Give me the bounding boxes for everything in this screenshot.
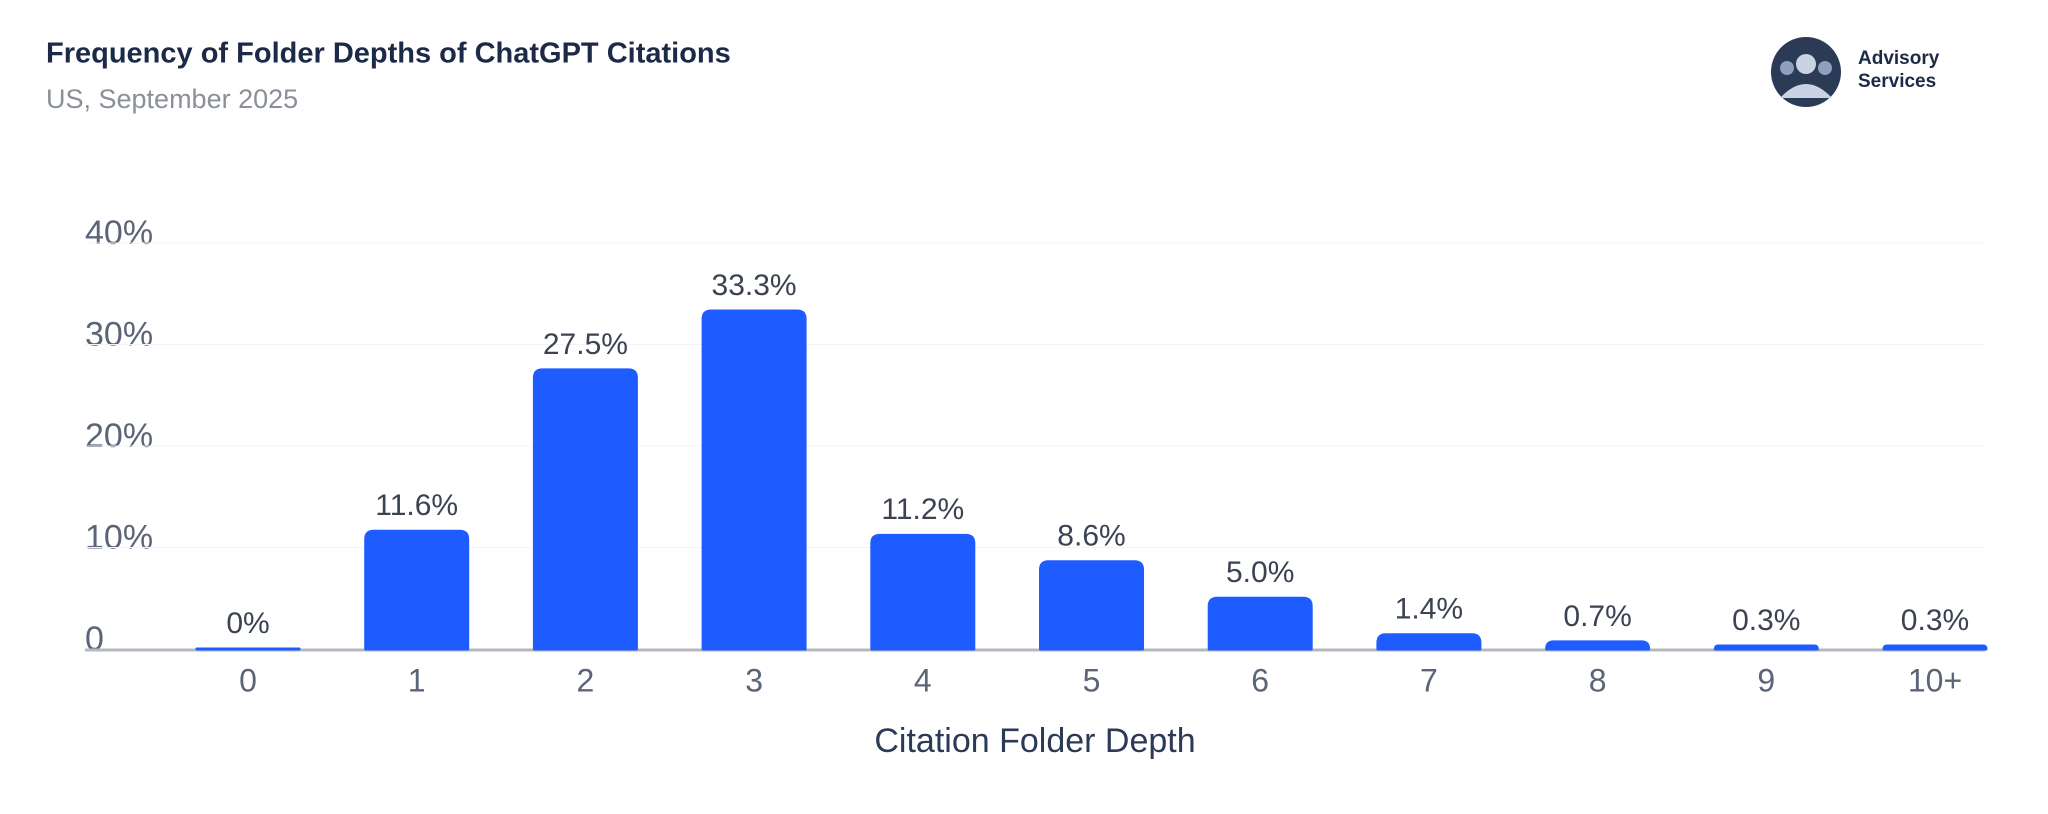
- logo-icon-head: [1780, 61, 1794, 75]
- data-label: 11.2%: [881, 493, 964, 526]
- bar: [870, 533, 976, 651]
- bar: [1207, 596, 1313, 651]
- bar: [1882, 644, 1988, 651]
- x-tick-label: 7: [1420, 662, 1438, 698]
- x-tick-label: 0: [239, 662, 257, 698]
- logo-text: Advisory: [1858, 48, 1940, 69]
- logo-icon-body: [1780, 84, 1832, 98]
- data-label: 0.3%: [1732, 604, 1800, 637]
- data-label: 5.0%: [1226, 556, 1294, 589]
- logo: Advisory Services: [1771, 37, 1940, 107]
- data-label: 0%: [226, 607, 269, 640]
- x-tick-label: 6: [1251, 662, 1269, 698]
- y-tick-label: 20%: [85, 417, 153, 455]
- y-tick-label: 30%: [85, 315, 153, 353]
- x-axis-title: Citation Folder Depth: [874, 722, 1195, 760]
- x-tick-label: 9: [1757, 662, 1775, 698]
- data-label: 33.3%: [712, 269, 797, 302]
- data-label: 0.3%: [1901, 604, 1969, 637]
- bar: [1545, 640, 1651, 651]
- x-tick-label: 8: [1589, 662, 1607, 698]
- y-tick-label: 40%: [85, 214, 153, 252]
- logo-icon-head: [1796, 54, 1816, 74]
- data-label: 8.6%: [1057, 520, 1125, 553]
- bar: [1376, 633, 1482, 651]
- data-label: 11.6%: [375, 489, 458, 522]
- bar: [364, 529, 470, 651]
- bar: [1039, 560, 1144, 651]
- logo-icon-head: [1818, 61, 1832, 75]
- logo-text: Services: [1858, 71, 1936, 92]
- x-tick-label: 4: [914, 662, 932, 698]
- bar: [1713, 644, 1819, 651]
- data-label: 0.7%: [1563, 600, 1631, 633]
- x-tick-label: 3: [745, 662, 763, 698]
- x-tick-label: 10+: [1908, 662, 1962, 698]
- y-tick-label: 0: [85, 620, 104, 658]
- x-tick-label: 1: [408, 662, 426, 698]
- bar: [532, 368, 638, 651]
- x-tick-label: 2: [577, 662, 595, 698]
- x-tick-label: 5: [1083, 662, 1101, 698]
- data-label: 27.5%: [543, 328, 628, 361]
- y-tick-label: 10%: [85, 518, 153, 556]
- chart-subtitle: US, September 2025: [46, 84, 298, 114]
- data-label: 1.4%: [1395, 593, 1463, 626]
- chart-title: Frequency of Folder Depths of ChatGPT Ci…: [46, 38, 731, 70]
- bar: [701, 309, 807, 651]
